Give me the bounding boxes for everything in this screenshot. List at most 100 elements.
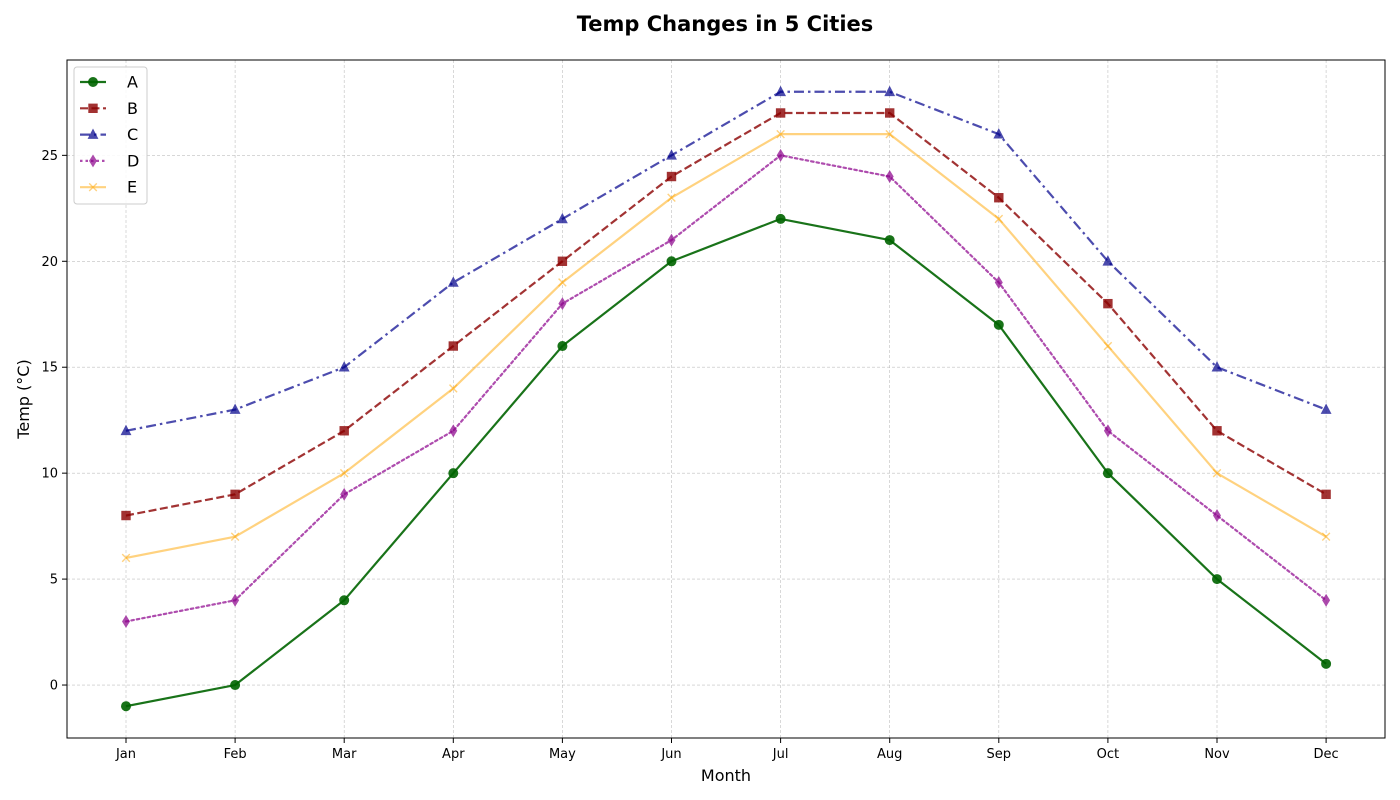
data-point <box>884 235 895 246</box>
data-point <box>994 193 1004 203</box>
x-tick-label: Sep <box>987 747 1012 762</box>
grid-layer <box>67 60 1385 738</box>
data-point <box>448 341 459 351</box>
legend-item-e: E <box>80 178 137 197</box>
data-point <box>230 489 240 500</box>
data-point <box>230 532 240 542</box>
data-point <box>231 593 240 607</box>
legend-item-a: A <box>80 73 138 92</box>
series-layer <box>120 85 1332 712</box>
data-point <box>776 129 785 139</box>
data-point <box>1102 468 1113 479</box>
data-point <box>1321 532 1331 542</box>
data-point <box>1103 424 1112 438</box>
data-point <box>1103 298 1113 309</box>
series-line-c <box>125 90 1327 432</box>
data-point <box>667 233 676 247</box>
series-line-d <box>124 154 1328 623</box>
data-point <box>1212 426 1222 436</box>
data-point <box>775 108 786 118</box>
y-tick-label: 5 <box>50 573 58 588</box>
x-tick-label: Apr <box>442 747 465 762</box>
data-point <box>339 468 349 478</box>
series-d <box>122 148 1331 628</box>
legend-marker <box>88 103 98 113</box>
data-point <box>994 214 1004 224</box>
x-axis-ticks: Jan Feb Mar Apr May Jun Jul Aug Sep Oct Nov Dec <box>115 738 1339 762</box>
x-tick-label: Nov <box>1204 747 1230 762</box>
series-b <box>121 108 1331 521</box>
data-point <box>557 256 568 266</box>
data-point <box>121 701 131 712</box>
data-point <box>666 149 677 160</box>
data-point <box>449 424 458 438</box>
data-point <box>230 680 241 691</box>
data-point <box>775 213 786 224</box>
data-point <box>993 128 1005 139</box>
data-point <box>447 276 459 287</box>
data-point <box>1212 574 1222 585</box>
y-tick-label: 25 <box>41 149 58 164</box>
legend-marker <box>88 182 98 192</box>
y-axis-label: Temp (°C) <box>14 359 33 439</box>
x-tick-label: Jan <box>115 747 136 762</box>
legend-item-c: C <box>80 125 138 144</box>
data-point <box>338 361 350 372</box>
data-point <box>993 319 1004 330</box>
series-line-a <box>125 217 1327 708</box>
legend-marker <box>87 128 99 139</box>
y-axis-ticks: 0 5 10 15 20 25 <box>41 149 67 694</box>
x-tick-label: Jun <box>660 747 681 762</box>
legend-marker <box>88 77 98 87</box>
data-point <box>121 510 131 521</box>
legend-label: C <box>127 125 138 144</box>
data-point <box>122 615 130 628</box>
plot-area-frame <box>66 59 1386 739</box>
data-point <box>120 424 132 436</box>
data-point <box>558 297 567 311</box>
series-e <box>121 129 1331 563</box>
data-point <box>666 171 677 182</box>
data-point <box>339 595 350 606</box>
data-point <box>121 553 131 563</box>
x-tick-label: May <box>549 747 576 762</box>
legend-label: A <box>127 73 138 92</box>
y-tick-label: 10 <box>41 467 58 482</box>
data-point <box>558 278 567 287</box>
data-point <box>885 108 895 118</box>
data-point <box>339 426 349 436</box>
x-tick-label: Feb <box>224 747 247 762</box>
data-point <box>1321 489 1331 500</box>
legend-item-d: D <box>80 151 139 170</box>
y-tick-label: 0 <box>50 679 58 694</box>
legend-label: E <box>127 178 137 197</box>
data-point <box>556 212 568 224</box>
data-point <box>884 85 896 97</box>
data-point <box>1213 509 1221 522</box>
x-axis-label: Month <box>701 766 751 785</box>
chart-title: Temp Changes in 5 Cities <box>577 12 874 36</box>
y-tick-label: 15 <box>41 361 58 376</box>
legend-item-b: B <box>80 99 138 118</box>
data-point <box>667 193 676 203</box>
data-point <box>1320 403 1332 414</box>
data-point <box>449 384 458 393</box>
data-point <box>557 341 568 352</box>
data-point <box>340 487 349 501</box>
data-point <box>1211 361 1223 372</box>
data-point <box>1103 341 1113 351</box>
y-tick-label: 20 <box>41 255 58 270</box>
data-point <box>994 276 1003 289</box>
data-point <box>1102 255 1114 266</box>
series-a <box>121 213 1332 712</box>
x-tick-label: Oct <box>1097 747 1119 762</box>
x-tick-label: Jul <box>772 747 789 762</box>
series-c <box>120 85 1332 436</box>
legend-label: B <box>127 99 138 118</box>
data-point <box>1321 658 1332 669</box>
data-point <box>775 85 787 97</box>
data-point <box>885 170 894 183</box>
x-tick-label: Aug <box>877 747 902 762</box>
